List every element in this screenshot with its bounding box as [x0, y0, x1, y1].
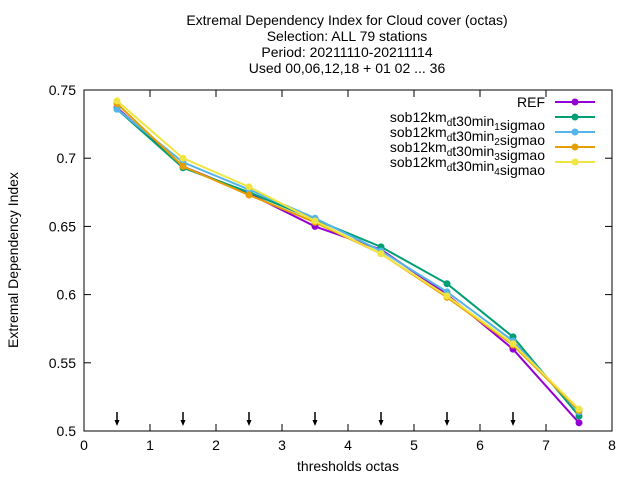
x-tick-label: 5: [410, 437, 418, 453]
series-line: [116, 108, 580, 413]
chart-title: Extremal Dependency Index for Cloud cove…: [186, 12, 507, 76]
data-point: [245, 191, 253, 199]
legend-label: REF: [517, 94, 545, 110]
legend-label: sob12kmdt30min1sigmao: [390, 109, 545, 133]
legend-entry-4: sob12kmdt30min4sigmao: [390, 154, 595, 178]
data-point: [575, 419, 583, 427]
legend-swatch-point: [571, 113, 579, 121]
y-tick-label: 0.6: [57, 287, 77, 303]
x-tick-label: 4: [344, 437, 352, 453]
y-tick-label: 0.55: [49, 355, 76, 371]
legend-label: sob12kmdt30min4sigmao: [390, 154, 545, 178]
legend-entry-2: sob12kmdt30min2sigmao: [390, 124, 595, 148]
y-tick-label: 0.5: [57, 423, 77, 439]
legend-swatch-point: [571, 98, 579, 106]
title-line-4: Used 00,06,12,18 + 01 02 ... 36: [249, 60, 446, 76]
axis-ticks: 0 1 2 3 4 5 6 7 8 0.5 0.55 0.6 0.65 0.7 0.75: [49, 82, 616, 453]
x-tick-label: 8: [608, 437, 616, 453]
arrow-marker: [180, 412, 186, 426]
series-4: [113, 97, 583, 413]
legend-entry-3: sob12kmdt30min3sigmao: [390, 139, 595, 163]
y-axis-label: Extremal Dependency Index: [5, 172, 21, 348]
legend-entry-0: REF: [517, 94, 595, 110]
threshold-arrows: [114, 412, 516, 426]
title-line-1: Extremal Dependency Index for Cloud cove…: [186, 12, 507, 28]
data-point: [113, 97, 121, 105]
arrow-marker: [444, 412, 450, 426]
data-point: [311, 217, 319, 225]
x-axis-label: thresholds octas: [297, 458, 399, 474]
x-tick-label: 0: [80, 437, 88, 453]
arrow-marker: [246, 412, 252, 426]
data-point: [575, 405, 583, 413]
series-line: [116, 100, 580, 410]
legend-entry-1: sob12kmdt30min1sigmao: [390, 109, 595, 133]
arrow-marker: [114, 412, 120, 426]
x-tick-label: 1: [146, 437, 154, 453]
legend-swatch-point: [571, 143, 579, 151]
data-point: [443, 280, 451, 288]
x-tick-label: 6: [476, 437, 484, 453]
legend-label: sob12kmdt30min3sigmao: [390, 139, 545, 163]
legend-swatch-point: [571, 128, 579, 136]
legend: REFsob12kmdt30min1sigmaosob12kmdt30min2s…: [390, 94, 595, 178]
x-tick-label: 3: [278, 437, 286, 453]
title-line-2: Selection: ALL 79 stations: [267, 28, 428, 44]
data-point: [443, 292, 451, 300]
x-tick-label: 7: [542, 437, 550, 453]
y-tick-label: 0.7: [57, 150, 77, 166]
data-point: [245, 183, 253, 191]
legend-label: sob12kmdt30min2sigmao: [390, 124, 545, 148]
title-line-3: Period: 20211110-20211114: [261, 44, 432, 60]
data-point: [179, 162, 187, 170]
x-tick-label: 2: [212, 437, 220, 453]
series-lines: [113, 97, 583, 427]
arrow-marker: [510, 412, 516, 426]
y-tick-label: 0.75: [49, 82, 76, 98]
y-tick-label: 0.65: [49, 218, 76, 234]
data-point: [113, 105, 121, 113]
data-point: [509, 340, 517, 348]
legend-swatch-point: [571, 158, 579, 166]
data-point: [377, 250, 385, 258]
arrow-marker: [312, 412, 318, 426]
data-point: [179, 154, 187, 162]
arrow-marker: [378, 412, 384, 426]
